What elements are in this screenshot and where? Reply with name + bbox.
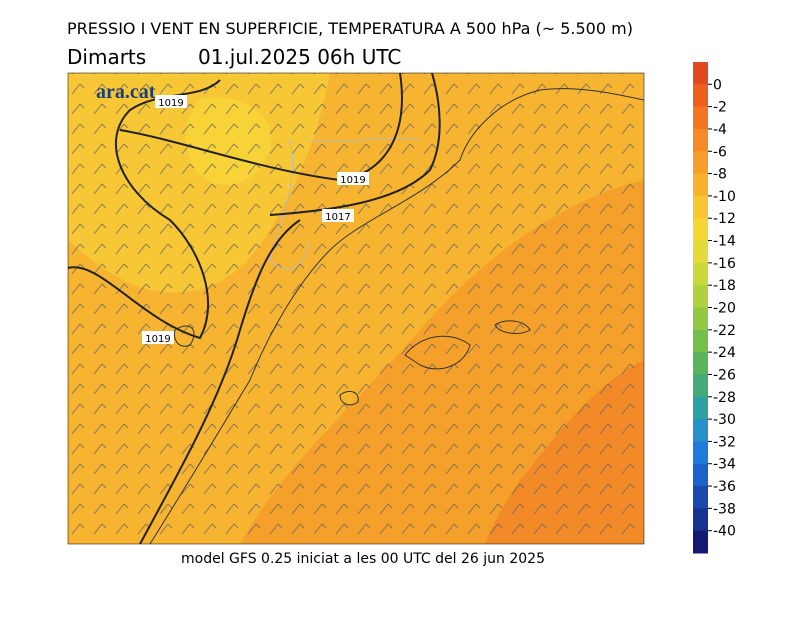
colorbar-swatch — [693, 486, 708, 509]
colorbar: 0 -2 -4 -6 -8 -10 -12 -14 -16 -18 -20 -22 -24 -26 -28 -… — [693, 62, 736, 554]
colorbar-swatch — [693, 240, 708, 264]
colorbar-swatch — [693, 173, 708, 197]
colorbar-swatch — [693, 106, 708, 130]
colorbar-label: -10 — [713, 189, 736, 205]
colorbar-label: -36 — [713, 479, 736, 495]
isobar-label: 1019 — [340, 175, 365, 186]
colorbar-swatch — [693, 307, 708, 331]
colorbar-label: -12 — [713, 211, 736, 227]
colorbar-label: -20 — [713, 301, 736, 317]
colorbar-label: -8 — [713, 167, 727, 183]
colorbar-swatch — [693, 195, 708, 219]
colorbar-label: -34 — [713, 457, 736, 473]
colorbar-label: -16 — [713, 256, 736, 272]
colorbar-label: 0 — [713, 77, 722, 93]
coastlines — [149, 88, 644, 544]
colorbar-label: -14 — [713, 234, 736, 250]
isobar-label-box — [155, 95, 187, 108]
colorbar-label: -38 — [713, 501, 736, 517]
colorbar-swatch — [693, 329, 708, 353]
colorbar-label: -40 — [713, 524, 736, 540]
colorbar-swatch — [693, 530, 708, 554]
colorbar-swatch — [693, 419, 708, 442]
isobar-label-box — [142, 331, 174, 344]
colorbar-swatch — [693, 396, 708, 420]
colorbar-swatch — [693, 218, 708, 242]
footer: model GFS 0.25 iniciat a les 00 UTC del … — [181, 551, 545, 567]
isobar-label: 1019 — [158, 98, 183, 109]
datetime: 01.jul.2025 06h UTC — [198, 45, 401, 69]
map-frame — [67, 72, 645, 545]
colorbar-label: -26 — [713, 367, 736, 383]
isobar-label: 1017 — [325, 212, 350, 223]
colorbar-label: -32 — [713, 434, 736, 450]
colorbar-swatch — [693, 262, 708, 286]
colorbar-swatch — [693, 508, 708, 532]
isobar-label-box — [337, 172, 369, 185]
colorbar-swatch — [693, 352, 708, 375]
isobar-labels: 1019 1019 1017 1019 — [142, 95, 369, 345]
colorbar-label: -18 — [713, 278, 736, 294]
colorbar-label: -30 — [713, 412, 736, 428]
colorbar-swatch — [693, 374, 708, 398]
title: PRESSIO I VENT EN SUPERFICIE, TEMPERATUR… — [67, 19, 633, 38]
isobar-label-box — [322, 209, 354, 222]
colorbar-swatch — [693, 151, 708, 175]
colorbar-swatch — [693, 84, 708, 108]
colorbar-label: -6 — [713, 144, 727, 160]
colorbar-swatch — [693, 285, 708, 308]
colorbar-swatch — [693, 128, 708, 152]
colorbar-label: -2 — [713, 100, 727, 116]
colorbar-swatch — [693, 441, 708, 465]
colorbar-label: -4 — [713, 122, 727, 138]
colorbar-label: -24 — [713, 345, 736, 361]
colorbar-swatch — [693, 463, 708, 487]
colorbar-swatch — [693, 62, 708, 85]
colorbar-label: -22 — [713, 323, 736, 339]
map: 1019 1019 1017 1019 ara.cat — [68, 73, 644, 544]
isobar-label: 1019 — [145, 334, 170, 345]
colorbar-label: -28 — [713, 390, 736, 406]
wind-barbs — [68, 73, 644, 544]
logo: ara.cat — [96, 81, 156, 103]
day: Dimarts — [67, 45, 146, 69]
